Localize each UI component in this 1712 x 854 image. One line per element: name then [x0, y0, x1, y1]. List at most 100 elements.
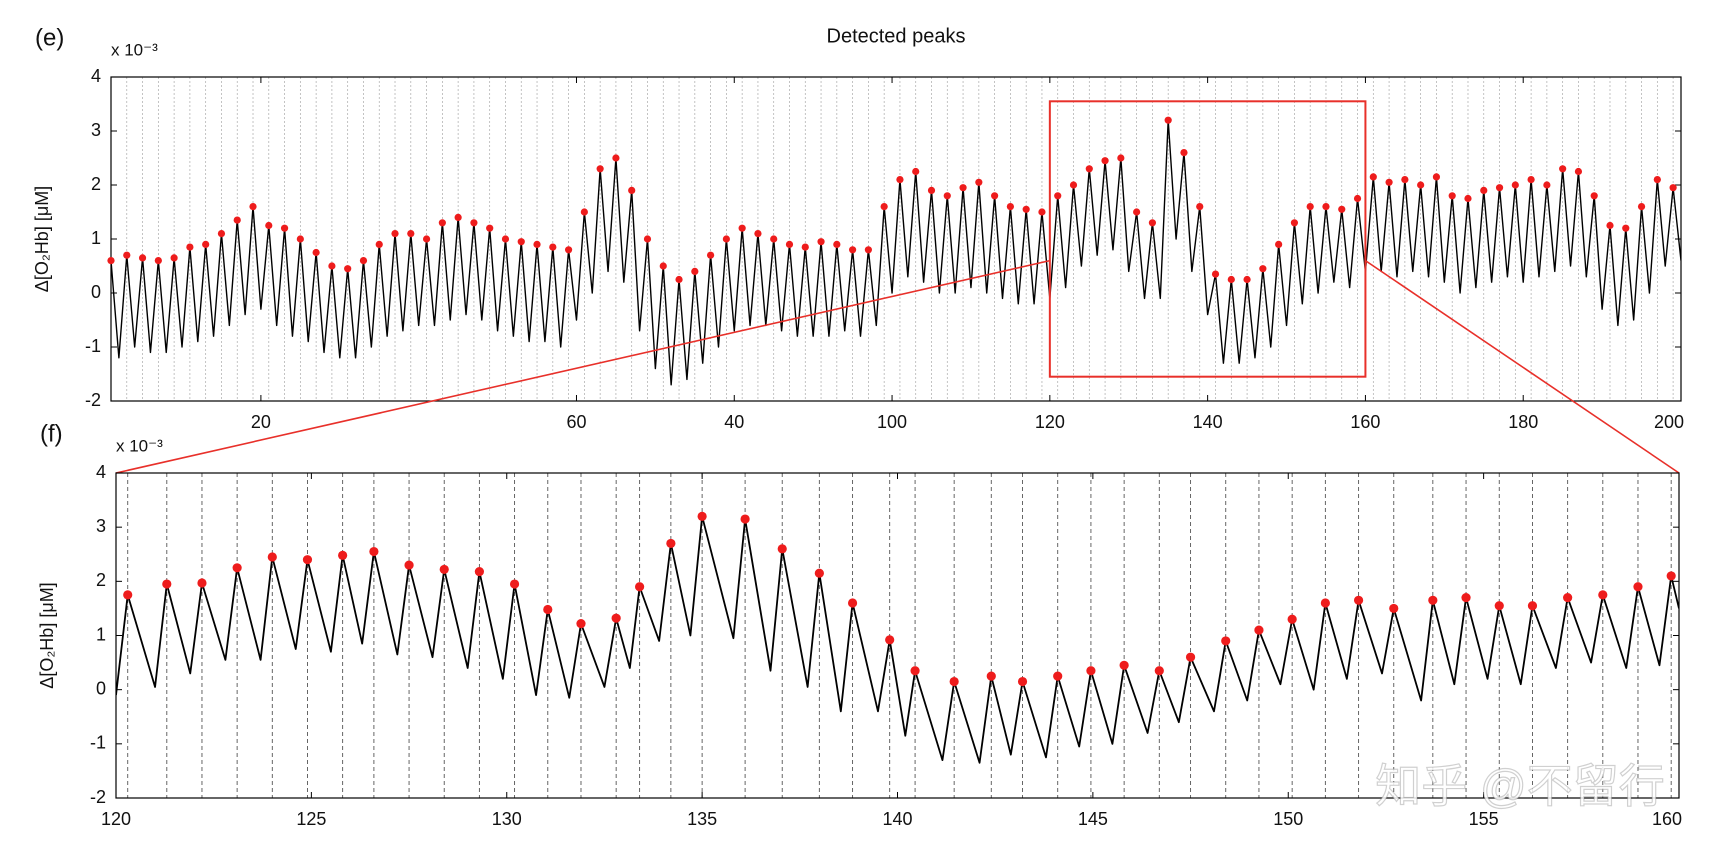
peak-marker: [847, 598, 858, 608]
y-tick-label: 4: [96, 462, 106, 482]
peak-marker: [927, 186, 936, 194]
signal-line: [116, 515, 1679, 764]
peak-marker: [359, 257, 368, 265]
y-tick-label: 0: [91, 282, 101, 302]
x-tick-label: 20: [251, 412, 271, 432]
peak-marker: [580, 208, 588, 216]
peak-marker: [1022, 205, 1030, 213]
peak-marker: [232, 563, 242, 573]
peak-marker: [1259, 265, 1267, 273]
x-tick-label: 140: [882, 809, 912, 829]
x-tick-label: 160: [1350, 412, 1380, 432]
peak-marker: [1669, 184, 1677, 192]
peak-marker: [949, 676, 959, 687]
peak-marker: [1148, 219, 1157, 227]
peak-marker: [1254, 625, 1264, 635]
peak-marker: [1666, 571, 1676, 581]
y-axis-label: Δ[O₂Hb] [μM]: [32, 186, 52, 292]
peak-marker: [1606, 221, 1614, 230]
peak-marker: [217, 230, 226, 238]
peak-marker: [328, 262, 336, 270]
peak-marker: [1385, 178, 1393, 186]
peak-marker: [738, 224, 746, 232]
peak-marker: [1559, 165, 1567, 173]
peak-marker: [849, 246, 857, 254]
plot-frame: [115, 472, 1680, 799]
peak-marker: [533, 240, 541, 248]
peak-marker: [470, 219, 478, 227]
peak-marker: [1590, 192, 1598, 200]
peak-marker: [1637, 203, 1646, 211]
x-tick-label: 40: [724, 412, 744, 432]
peak-marker: [154, 257, 162, 265]
x-tick-label: 125: [296, 809, 326, 829]
peak-marker: [697, 511, 707, 521]
peak-marker: [369, 546, 379, 557]
peak-marker: [1417, 181, 1425, 189]
peak-marker: [391, 230, 399, 238]
peak-marker: [407, 230, 415, 238]
peak-marker: [1054, 192, 1062, 200]
peak-marker: [675, 275, 683, 284]
x-tick-label: 140: [1193, 412, 1223, 432]
peak-marker: [517, 238, 525, 246]
peak-marker: [1196, 203, 1204, 211]
peak-marker: [864, 246, 872, 254]
peak-marker: [1480, 186, 1488, 194]
zoom-box: [1048, 100, 1367, 378]
peak-marker: [880, 203, 888, 211]
peak-marker: [1185, 652, 1196, 662]
peak-marker: [1119, 660, 1129, 670]
peak-marker: [1563, 592, 1573, 603]
peak-marker: [1494, 601, 1504, 611]
x-tick-label: 120: [101, 809, 131, 829]
y-tick-label: 3: [91, 120, 101, 140]
peak-marker: [549, 243, 557, 251]
peak-marker: [628, 186, 636, 194]
peak-marker: [186, 243, 194, 251]
peak-marker: [1117, 154, 1125, 162]
peak-marker: [1227, 275, 1235, 284]
peak-marker: [706, 251, 715, 259]
y-multiplier: x 10⁻³: [111, 40, 158, 59]
x-tick-label: 145: [1078, 809, 1108, 829]
peak-marker: [123, 590, 133, 600]
peak-marker: [1017, 676, 1028, 687]
peak-marker: [296, 235, 304, 243]
peak-marker: [564, 246, 573, 254]
peak-marker: [454, 213, 462, 221]
y-tick-label: 0: [96, 678, 106, 698]
y-multiplier: x 10⁻³: [116, 436, 163, 455]
peak-marker: [486, 224, 494, 232]
peak-marker: [611, 613, 621, 623]
x-tick-label: 160: [1652, 809, 1682, 829]
peak-marker: [1180, 149, 1188, 157]
peak-marker: [991, 192, 999, 200]
peak-marker: [1086, 666, 1096, 676]
peak-marker: [474, 566, 484, 577]
chart-title: Detected peaks: [827, 25, 966, 47]
peak-marker: [959, 184, 967, 192]
peak-marker: [770, 235, 778, 243]
peak-marker: [1495, 184, 1504, 192]
peak-marker: [138, 254, 147, 262]
y-axis-label: Δ[O₂Hb] [μM]: [37, 582, 57, 688]
y-tick-label: 2: [96, 570, 106, 590]
peak-marker: [1543, 181, 1551, 189]
peak-marker: [197, 578, 207, 588]
peak-marker: [722, 235, 730, 243]
peak-marker: [1338, 205, 1346, 213]
peak-marker: [265, 221, 273, 230]
peak-marker: [1053, 671, 1063, 681]
peak-marker: [233, 216, 241, 224]
zoom-connector: [1364, 259, 1680, 474]
peak-marker: [635, 582, 645, 592]
peak-marker: [1527, 601, 1538, 611]
peak-marker: [249, 203, 257, 211]
peak-marker: [1290, 219, 1299, 227]
peak-marker: [438, 219, 446, 227]
peak-marker: [404, 560, 414, 570]
peak-marker: [1287, 614, 1297, 624]
peak-marker: [912, 167, 920, 176]
peak-marker: [1320, 598, 1330, 608]
